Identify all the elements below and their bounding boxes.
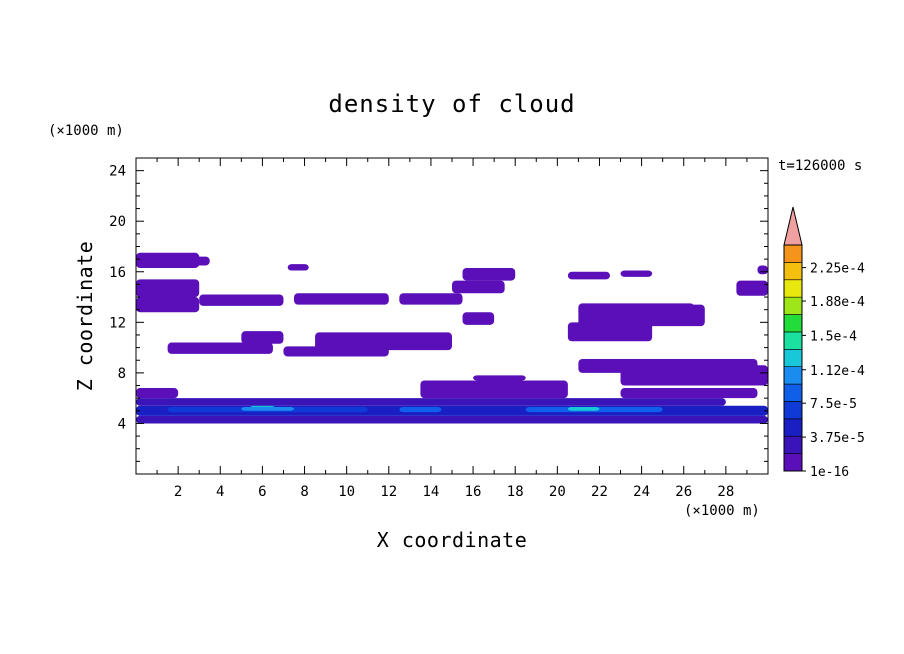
cloud-region-9	[136, 388, 179, 399]
cloud-region-29	[736, 280, 768, 296]
colorbar-segment-11	[783, 262, 803, 281]
colorbar-tick-label: 7.5e-5	[810, 397, 857, 412]
cloud-region-14	[578, 358, 758, 373]
y-tick-label: 8	[118, 366, 126, 382]
colorbar-segment-5	[783, 366, 803, 385]
cloud-region-20	[462, 312, 495, 325]
cloud-region-23	[136, 297, 200, 313]
colorbar-segment-9	[783, 296, 803, 315]
x-tick-label: 28	[717, 484, 734, 500]
cloud-region-28	[452, 280, 505, 294]
cloud-region-32	[620, 270, 653, 277]
cloud-region-15	[167, 342, 273, 354]
x-tick-label: 8	[300, 484, 308, 500]
colorbar-tick-label: 3.75e-5	[810, 431, 865, 446]
axis-ticks	[136, 158, 768, 474]
y-tick-label: 16	[109, 265, 126, 281]
cloud-region-31	[567, 271, 610, 280]
cloud-region-19	[567, 322, 653, 342]
x-tick-label: 20	[549, 484, 566, 500]
colorbar-segment-8	[783, 314, 803, 333]
colorbar: 1e-16 3.75e-5 7.5e-5 1.12e-4 1.5e-4 1.88e-4 2.…	[783, 206, 865, 480]
chart-title: density of cloud	[328, 90, 575, 118]
y-axis-title: Z coordinate	[73, 241, 97, 392]
x-tick-label: 10	[338, 484, 355, 500]
x-tick-labels: 2 4 6 8 10 12 14 16 18 20 22 24 26 28	[174, 484, 734, 500]
colorbar-segment-12	[783, 244, 803, 263]
colorbar-segment-0	[783, 453, 803, 472]
cloud-region-17	[315, 332, 452, 351]
cloud-region-7	[567, 407, 600, 411]
y-tick-label: 4	[118, 416, 126, 432]
x-tick-label: 6	[258, 484, 266, 500]
cloud-region-25	[294, 293, 389, 305]
colorbar-tick-label: 1.5e-4	[810, 329, 857, 344]
cloud-region-24	[199, 294, 284, 306]
cloud-region-33	[136, 252, 200, 268]
colorbar-segment-1	[783, 435, 803, 454]
x-tick-label: 22	[591, 484, 608, 500]
cloud-region-3	[241, 407, 294, 411]
cloud-region-5	[399, 407, 442, 413]
cloud-region-18	[241, 331, 284, 344]
colorbar-segment-10	[783, 279, 803, 298]
colorbar-frame	[783, 244, 803, 472]
colorbar-tick-label: 2.25e-4	[810, 262, 865, 277]
cloud-region-12	[620, 388, 758, 399]
colorbar-segment-3	[783, 401, 803, 420]
x-axis-title: X coordinate	[377, 528, 528, 552]
y-tick-labels: 4 8 12 16 20 24	[109, 164, 126, 433]
colorbar-segment-2	[783, 418, 803, 437]
x-tick-label: 12	[380, 484, 397, 500]
colorbar-segment-4	[783, 383, 803, 402]
x-tick-label: 16	[465, 484, 482, 500]
plot-area	[135, 157, 769, 475]
cloud-density-field	[136, 252, 768, 424]
cloud-region-11	[473, 375, 526, 381]
cloud-region-27	[136, 279, 200, 298]
x-tick-label: 18	[507, 484, 524, 500]
colorbar-segment-6	[783, 349, 803, 367]
cloud-region-30	[462, 267, 516, 281]
plot-frame	[135, 157, 769, 475]
y-tick-label: 20	[109, 214, 126, 230]
colorbar-tick-label: 1.12e-4	[810, 364, 865, 379]
y-axis-unit: (×1000 m)	[48, 123, 124, 139]
x-tick-label: 26	[675, 484, 692, 500]
cloud-region-35	[287, 264, 309, 271]
colorbar-tick-label: 1.88e-4	[810, 295, 865, 310]
x-axis-unit: (×1000 m)	[684, 503, 760, 519]
cloud-region-34	[188, 256, 210, 266]
x-tick-label: 24	[633, 484, 650, 500]
x-tick-label: 4	[216, 484, 224, 500]
cloud-region-26	[399, 293, 463, 305]
colorbar-segment-7	[783, 331, 803, 350]
cloud-region-36	[757, 265, 768, 275]
x-tick-label: 14	[423, 484, 440, 500]
cloud-region-0	[136, 415, 768, 424]
cloud-region-8	[136, 398, 726, 406]
y-tick-label: 12	[109, 315, 126, 331]
time-label: t=126000 s	[778, 158, 862, 174]
cloud-region-22	[578, 303, 695, 316]
cloud-region-10	[420, 380, 568, 399]
x-tick-label: 2	[174, 484, 182, 500]
y-tick-label: 24	[109, 164, 126, 180]
colorbar-tick-label: 1e-16	[810, 465, 849, 480]
